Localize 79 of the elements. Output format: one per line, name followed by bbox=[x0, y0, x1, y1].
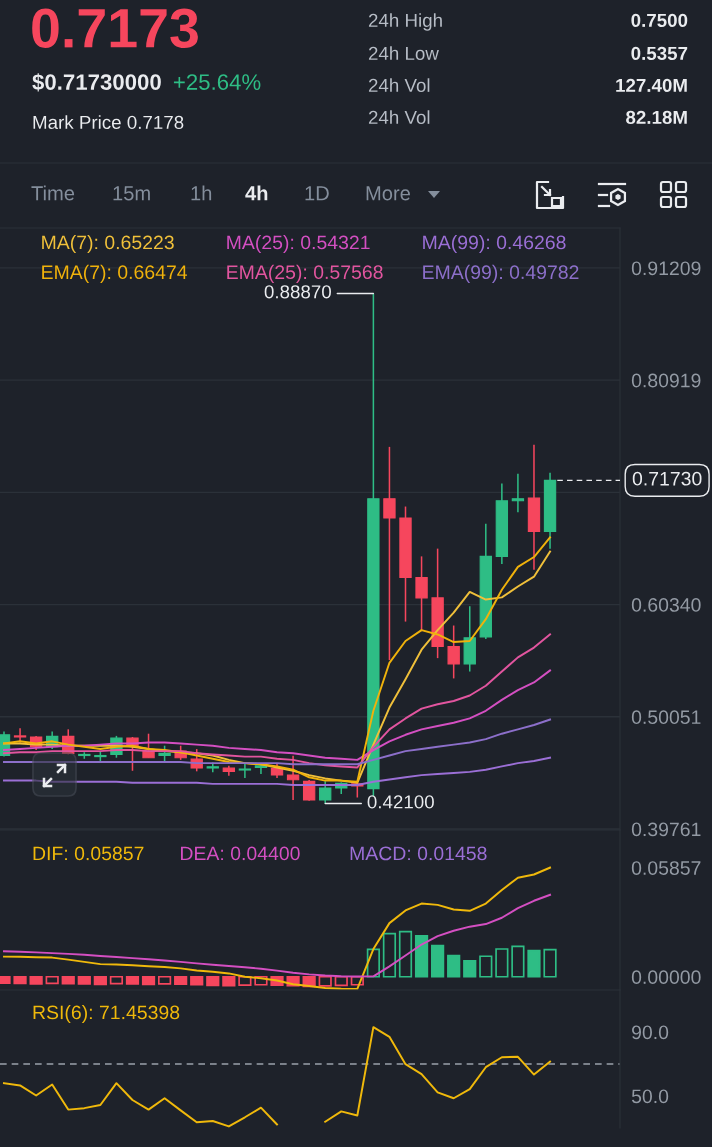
y-tick-label: 0.60340 bbox=[631, 598, 701, 612]
y-tick-label: 0.91209 bbox=[631, 261, 701, 276]
candlestick bbox=[447, 624, 460, 680]
bar bbox=[366, 948, 380, 978]
bar bbox=[318, 975, 332, 987]
candlestick bbox=[511, 473, 525, 513]
bar bbox=[190, 975, 204, 986]
bar bbox=[398, 930, 413, 978]
bar bbox=[527, 949, 541, 978]
bar bbox=[254, 975, 268, 986]
text: MA(99): 0.46268 bbox=[423, 235, 566, 254]
candlestick bbox=[415, 555, 428, 632]
text: RSI(6): 71.45398 bbox=[33, 1005, 180, 1024]
text: 0.5357 bbox=[631, 46, 688, 61]
text: DEA: 0.04400 bbox=[181, 846, 300, 861]
annotation: 0.42100 bbox=[367, 795, 434, 809]
text: 24h Low bbox=[368, 46, 439, 61]
text: DIF: 0.05857 bbox=[33, 846, 144, 861]
bar bbox=[222, 975, 236, 987]
text: 1D bbox=[305, 186, 329, 201]
line-series bbox=[3, 893, 552, 978]
bar bbox=[479, 955, 493, 978]
bar bbox=[447, 954, 461, 978]
text: $0.71730000 bbox=[32, 73, 161, 92]
text: +25.64% bbox=[173, 74, 261, 90]
bar bbox=[125, 975, 140, 985]
bar bbox=[238, 975, 252, 986]
y-tick-label: 50.0 bbox=[631, 1089, 669, 1104]
bar bbox=[13, 975, 27, 985]
candlestick bbox=[383, 446, 396, 661]
bar bbox=[206, 975, 220, 987]
text: 1h bbox=[191, 185, 212, 201]
bar bbox=[543, 948, 557, 978]
text: 127.40M bbox=[616, 78, 687, 93]
text: 0.7173 bbox=[32, 8, 198, 48]
text: EMA(25): 0.57568 bbox=[227, 264, 383, 283]
text: 4h bbox=[245, 185, 268, 201]
text: 82.18M bbox=[626, 110, 687, 125]
y-tick-label: 0.50051 bbox=[631, 710, 701, 725]
text: Time bbox=[31, 185, 75, 201]
y-tick-label: 0.05857 bbox=[631, 861, 701, 875]
bar bbox=[77, 975, 91, 985]
text: 24h High bbox=[368, 13, 442, 31]
annotation: 0.88870 bbox=[264, 285, 331, 299]
bar bbox=[29, 975, 43, 985]
candlestick bbox=[238, 763, 252, 779]
y-tick-label: 0.00000 bbox=[631, 970, 701, 985]
text: 0.7500 bbox=[631, 13, 688, 28]
bar bbox=[414, 934, 429, 978]
bar bbox=[511, 945, 525, 978]
line-series bbox=[3, 866, 552, 990]
annotation: MACD: 0.01458 bbox=[350, 846, 487, 861]
text: Mark Price 0.7178 bbox=[33, 115, 184, 130]
text: MA(25): 0.54321 bbox=[227, 235, 370, 254]
bar bbox=[45, 975, 59, 985]
y-tick-label: 0.39761 bbox=[631, 822, 701, 837]
ref-line-label: 0.71730 bbox=[632, 471, 702, 486]
text: EMA(7): 0.66474 bbox=[42, 264, 188, 283]
text: 24h Vol bbox=[368, 78, 430, 93]
bar bbox=[382, 932, 397, 978]
bar bbox=[61, 975, 75, 985]
bar bbox=[141, 975, 156, 986]
bar bbox=[157, 975, 172, 985]
y-tick-label: 0.80919 bbox=[631, 373, 701, 388]
text: MA(7): 0.65223 bbox=[42, 235, 174, 254]
text: 24h Vol bbox=[368, 110, 430, 125]
y-tick-label: 90.0 bbox=[632, 1025, 669, 1040]
bar bbox=[495, 948, 509, 978]
bar bbox=[431, 944, 445, 978]
candlestick bbox=[286, 755, 300, 801]
bar bbox=[93, 975, 107, 986]
bar bbox=[334, 975, 348, 987]
text: 15m bbox=[113, 186, 150, 201]
bar bbox=[109, 975, 124, 985]
candlestick bbox=[319, 780, 332, 805]
text: EMA(99): 0.49782 bbox=[423, 264, 579, 283]
text: More bbox=[366, 186, 410, 201]
bar bbox=[463, 960, 477, 978]
bar bbox=[174, 975, 188, 986]
